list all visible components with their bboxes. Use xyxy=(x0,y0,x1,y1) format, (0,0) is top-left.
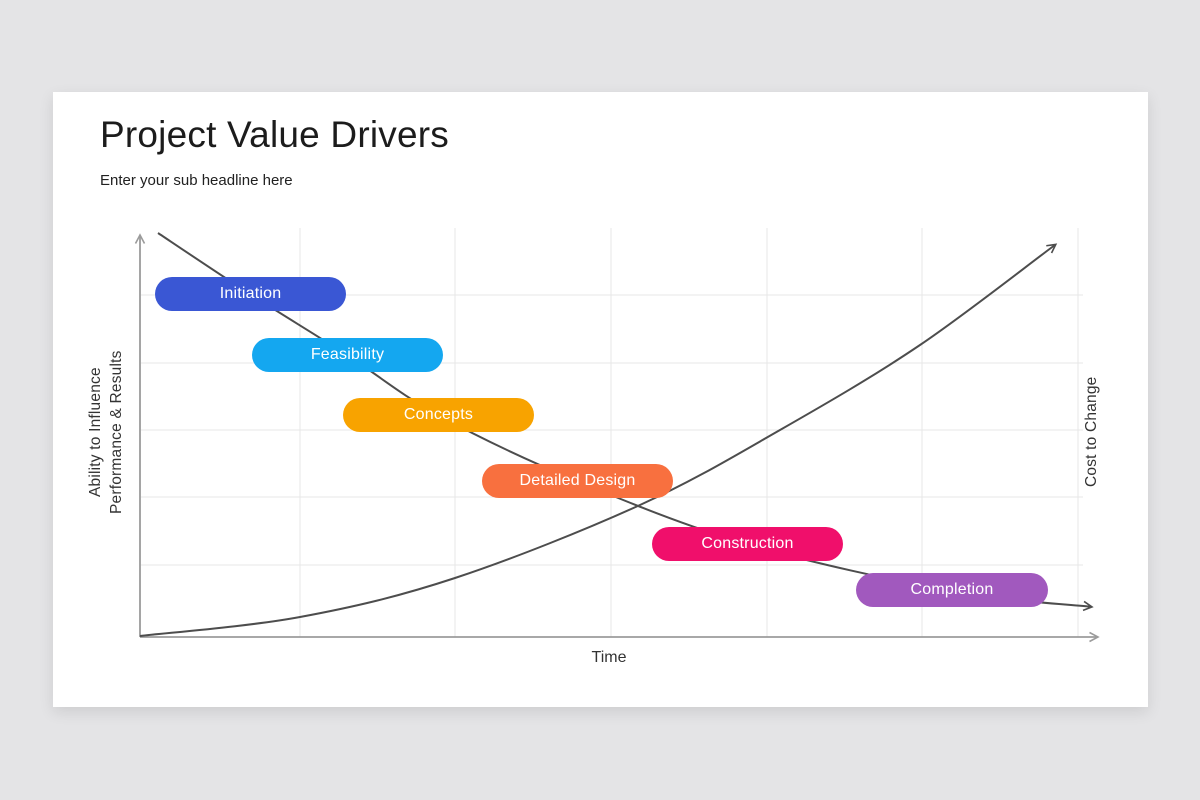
left-axis-label: Ability to Influence Performance & Resul… xyxy=(85,232,127,632)
phase-label-concepts: Concepts xyxy=(403,406,474,423)
slide-title: Project Value Drivers xyxy=(100,114,449,155)
gridlines xyxy=(141,228,1083,637)
slide-subtitle: Enter your sub headline here xyxy=(100,172,293,189)
phase-label-feasibility: Feasibility xyxy=(310,346,385,363)
right-axis-label: Cost to Change xyxy=(1081,232,1102,632)
value-drivers-chart xyxy=(134,228,1100,643)
cost-to-change-curve xyxy=(139,243,1058,637)
phase-pill-construction: Construction xyxy=(652,527,843,561)
slide: Project Value Drivers Enter your sub hea… xyxy=(53,92,1148,707)
phase-label-construction: Construction xyxy=(701,535,794,552)
phase-pill-feasibility: Feasibility xyxy=(252,338,443,372)
phase-pill-initiation: Initiation xyxy=(155,277,346,311)
left-axis-label-line1: Ability to Influence xyxy=(87,367,104,497)
phase-label-initiation: Initiation xyxy=(219,285,282,302)
x-axis-label: Time xyxy=(591,649,627,666)
right-axis-label-text: Cost to Change xyxy=(1083,376,1100,488)
left-axis-label-line2: Performance & Results xyxy=(108,350,125,514)
phase-pill-concepts: Concepts xyxy=(343,398,534,432)
phase-pill-detailed-design: Detailed Design xyxy=(482,464,673,498)
phase-label-detailed-design: Detailed Design xyxy=(519,472,636,489)
phase-label-completion: Completion xyxy=(910,581,994,598)
phase-pill-completion: Completion xyxy=(856,573,1048,607)
